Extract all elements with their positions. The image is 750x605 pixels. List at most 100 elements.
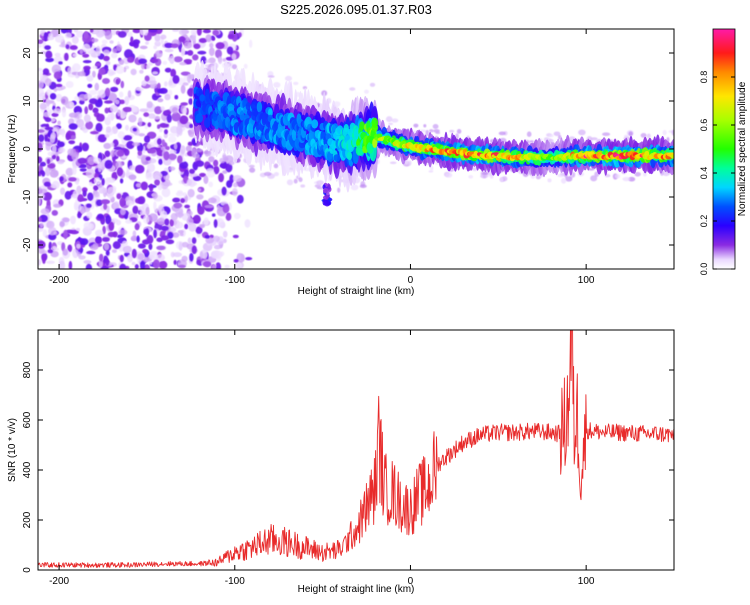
spectrogram-cell <box>144 75 150 82</box>
spectrogram-cell <box>137 150 143 156</box>
spectrogram-cell <box>52 108 62 114</box>
spectrogram-cell <box>104 107 109 114</box>
spectrogram-cell <box>572 172 576 178</box>
spectrogram-cell <box>57 147 66 153</box>
spectrogram-cell <box>103 142 112 150</box>
spectrogram-cell <box>236 194 244 204</box>
spectrogram-cell <box>183 59 193 63</box>
spectrogram-cell <box>134 164 145 174</box>
spectrogram-cell <box>108 221 115 231</box>
spectrogram-cell <box>53 88 58 92</box>
spectrogram-cell <box>42 111 51 118</box>
spectrogram-cell <box>179 61 187 66</box>
spectrogram-cell <box>248 164 255 168</box>
spectrogram-cell <box>41 171 46 177</box>
spectrogram-cell <box>84 106 88 115</box>
spectrogram-cell <box>293 178 298 184</box>
spec-x-tick-label: -200 <box>49 275 69 286</box>
spectrogram-cell <box>391 118 399 123</box>
spectrogram-cell <box>385 116 393 123</box>
spectrogram-cell <box>215 262 222 269</box>
spectrogram-cell <box>55 83 63 88</box>
spectrogram-cell <box>58 61 63 65</box>
spectrogram-cell <box>128 114 137 123</box>
spectrogram-cell <box>189 168 195 174</box>
spectrogram-cell <box>561 177 567 184</box>
spectrogram-cell <box>529 140 534 143</box>
spectrogram-cell <box>203 217 209 226</box>
spectrogram-cell <box>456 129 462 134</box>
spectrogram-cell <box>154 106 163 115</box>
spectrogram-cell <box>58 260 66 269</box>
spectrogram-cell <box>116 193 122 200</box>
spectrogram-cell <box>38 142 43 152</box>
snr-series-line <box>38 330 674 568</box>
spectrogram-cell <box>38 129 45 133</box>
spectrogram-cell <box>99 253 104 262</box>
spectrogram-cell <box>170 43 179 48</box>
spectrogram-cell <box>614 174 621 179</box>
spectrogram-cell <box>89 98 98 105</box>
spectrogram-cell <box>72 63 81 72</box>
spectrogram-cell <box>163 182 173 187</box>
spectrogram-cell <box>120 80 125 89</box>
spectrogram-cell <box>83 114 91 123</box>
spectrogram-cell <box>48 109 53 114</box>
spectrogram-cell <box>164 81 168 87</box>
spectrogram-cell <box>160 235 170 241</box>
spectrogram-cell <box>228 160 235 166</box>
spectrogram-cell <box>156 217 166 226</box>
spectrogram-cell <box>428 170 434 173</box>
spectrogram-cell <box>445 172 453 178</box>
spectrogram-cell <box>472 167 478 172</box>
spectrogram-cell <box>115 78 120 85</box>
spectrogram-cell <box>104 117 111 126</box>
spectrogram-cell <box>238 32 242 38</box>
spectrogram-cell <box>88 223 95 230</box>
spectrogram-cell <box>113 201 120 211</box>
spectrogram-cell <box>182 107 188 115</box>
spectrogram-cell <box>145 228 150 237</box>
spectrogram-cell <box>125 200 134 206</box>
spectrogram-cell <box>113 146 122 151</box>
spectrogram-cell <box>142 145 146 154</box>
spectrogram-cell <box>79 48 84 55</box>
spectrogram-cell <box>164 129 168 135</box>
spectrogram-cell <box>127 90 132 98</box>
spectrogram-cell <box>109 104 118 113</box>
spectrogram-cell <box>196 259 201 266</box>
spectrogram-cell <box>44 126 54 131</box>
spectrogram-cell <box>93 177 101 185</box>
colorbar-tick-label: 0.4 <box>699 167 709 180</box>
spectrogram-cell <box>244 219 251 228</box>
spectrogram-cell <box>172 29 180 32</box>
spectrogram-cell <box>102 49 110 56</box>
spectrogram-cell <box>53 203 62 208</box>
spectrogram-cell <box>174 95 179 100</box>
spectrogram-cell <box>80 238 89 246</box>
spectrogram-cell <box>173 202 183 209</box>
spectrogram-cell <box>132 29 142 34</box>
spectrogram-cell <box>39 161 47 167</box>
spectrogram-cell <box>189 36 195 41</box>
spectrogram-cell <box>233 212 241 220</box>
spectrogram-cell <box>38 44 42 48</box>
spectrogram-cell <box>93 185 99 191</box>
spectrogram-cell <box>646 133 651 139</box>
spectrogram-cell <box>196 194 204 200</box>
spectrogram-cell <box>207 197 217 204</box>
spectrogram-cell <box>51 112 59 117</box>
spectrogram-cell <box>55 35 65 43</box>
spectrogram-cell <box>68 123 78 130</box>
spectrogram-cell <box>176 125 183 135</box>
spectrogram-cell <box>38 134 45 142</box>
spectrogram-cell <box>95 62 101 67</box>
spectrogram-x-axis: -200 -100 0 100 <box>49 29 595 286</box>
spectrogram-cell <box>77 194 84 202</box>
spectrogram-cell <box>153 115 161 120</box>
spectrogram-cell <box>298 140 306 149</box>
spectrogram-cell <box>59 221 65 228</box>
spectrogram-cell <box>63 229 68 240</box>
spectrogram-cell <box>187 50 194 56</box>
spectrogram-cell <box>239 110 245 121</box>
